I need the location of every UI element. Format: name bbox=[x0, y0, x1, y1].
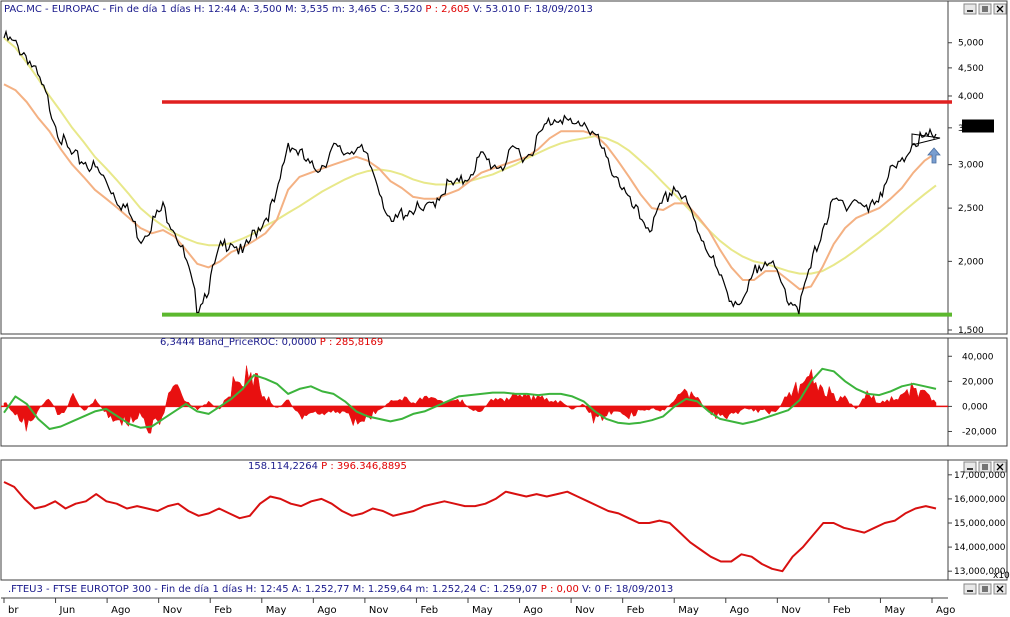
x-axis-label: Nov bbox=[575, 605, 595, 616]
x-axis-label: Feb bbox=[214, 605, 232, 616]
index-axis-label: 14,000,000 bbox=[954, 543, 1006, 553]
x-axis-label: Nov bbox=[369, 605, 389, 616]
minimize-icon[interactable] bbox=[963, 3, 977, 15]
price-axis-label: 5,000 bbox=[958, 39, 984, 49]
index-line bbox=[3, 481, 937, 573]
index-y-axis: 17,000,000 16,000,000 15,000,000 14,000,000… bbox=[948, 471, 1006, 577]
bottom-bar-controls bbox=[963, 583, 1007, 595]
x-axis-label: May bbox=[472, 605, 493, 616]
x-axis-label: May bbox=[266, 605, 287, 616]
x-axis-label: May bbox=[678, 605, 699, 616]
roc-axis-label: 40,000 bbox=[962, 352, 994, 362]
up-arrow-icon bbox=[927, 147, 941, 164]
index-panel-controls bbox=[963, 461, 1007, 473]
x-axis-label: Nov bbox=[781, 605, 801, 616]
scale-multiplier-label: x10 bbox=[993, 571, 1010, 581]
roc-header: 6,3444 Band_PriceROC: 0,0000 P : 285,816… bbox=[160, 337, 383, 348]
index-axis-label: 16,000,000 bbox=[954, 495, 1006, 505]
price-axis-label: 1,500 bbox=[958, 326, 984, 336]
x-axis-label: Feb bbox=[833, 605, 851, 616]
index-axis-label: 13,000,000 bbox=[954, 567, 1006, 577]
main_header-part-2: V: 53.010 F: 18/09/2013 bbox=[473, 4, 593, 15]
price-axis-label: 4,500 bbox=[958, 64, 984, 74]
roc-axis-label: 0,000 bbox=[962, 402, 988, 412]
idx_header-part-1: P : 396.346,8895 bbox=[321, 461, 407, 472]
x-axis-label: br bbox=[8, 605, 19, 616]
triangle-pattern-annotation bbox=[911, 133, 941, 146]
x-axis-label: Ago bbox=[730, 605, 749, 616]
osc_header-part-0: 6,3444 Band_PriceROC: 0,0000 bbox=[160, 337, 320, 348]
main_header-part-1: P : 2,605 bbox=[425, 4, 473, 15]
minimize-icon[interactable] bbox=[963, 461, 977, 473]
x-axis-label: Feb bbox=[420, 605, 438, 616]
price-panel-controls bbox=[963, 3, 1007, 15]
bottom-symbol-header: .FTEU3 - FTSE EUROTOP 300 - Fin de día 1… bbox=[8, 583, 673, 595]
price-line bbox=[3, 29, 937, 315]
osc_header-part-1: P : 285,8169 bbox=[320, 337, 383, 348]
index-axis-label: 17,000,000 bbox=[954, 471, 1006, 481]
x-axis-label: Jun bbox=[59, 605, 76, 616]
x-axis-label: May bbox=[884, 605, 905, 616]
last-price-tag: 3,520 bbox=[962, 119, 994, 133]
x-axis-label: Ago bbox=[524, 605, 543, 616]
bottom_header-part-0: .FTEU3 - FTSE EUROTOP 300 - Fin de día 1… bbox=[8, 583, 541, 595]
price-axis-label: 4,000 bbox=[958, 92, 984, 102]
index-axis-label: 15,000,000 bbox=[954, 519, 1006, 529]
roc-band-line bbox=[3, 367, 937, 430]
index-header: 158.114,2264 P : 396.346,8895 bbox=[248, 461, 407, 472]
roc-axis-label: -20,000 bbox=[962, 427, 997, 437]
roc-y-axis: 40,000 20,000 0,000 -20,000 bbox=[948, 352, 997, 437]
last-price-value: 3,520 bbox=[965, 123, 991, 133]
price-axis-label: 2,500 bbox=[958, 204, 984, 214]
main_header-part-0: PAC.MC - EUROPAC - Fin de día 1 días H: … bbox=[4, 3, 425, 15]
x-axis-label: Ago bbox=[317, 605, 336, 616]
price-header: PAC.MC - EUROPAC - Fin de día 1 días H: … bbox=[4, 3, 593, 15]
x-axis-label: Nov bbox=[163, 605, 183, 616]
bottom_header-part-1: P : 0,00 bbox=[541, 584, 582, 595]
time-x-axis: br Jun Ago Nov Feb May Ago Nov Feb May Ago Nov Feb Ma… bbox=[1, 597, 955, 616]
roc-panel: 6,3444 Band_PriceROC: 0,0000 P : 285,816… bbox=[0, 337, 1008, 447]
ma-fast-line bbox=[3, 83, 937, 291]
roc-axis-label: 20,000 bbox=[962, 377, 994, 387]
bottom-symbol-bar: .FTEU3 - FTSE EUROTOP 300 - Fin de día 1… bbox=[1, 581, 1007, 596]
index-panel: 158.114,2264 P : 396.346,8895 17,000,000… bbox=[0, 459, 1010, 581]
price-axis-label: 3,000 bbox=[958, 161, 984, 171]
minimize-icon[interactable] bbox=[963, 583, 977, 595]
price-axis-label: 2,000 bbox=[958, 257, 984, 267]
x-axis-label: Ago bbox=[936, 605, 955, 616]
x-axis-label: Feb bbox=[627, 605, 645, 616]
price-panel: PAC.MC - EUROPAC - Fin de día 1 días H: … bbox=[0, 0, 1008, 336]
idx_header-part-0: 158.114,2264 bbox=[248, 461, 321, 472]
bottom_header-part-2: V: 0 F: 18/09/2013 bbox=[582, 584, 673, 595]
x-axis-label: Ago bbox=[111, 605, 130, 616]
